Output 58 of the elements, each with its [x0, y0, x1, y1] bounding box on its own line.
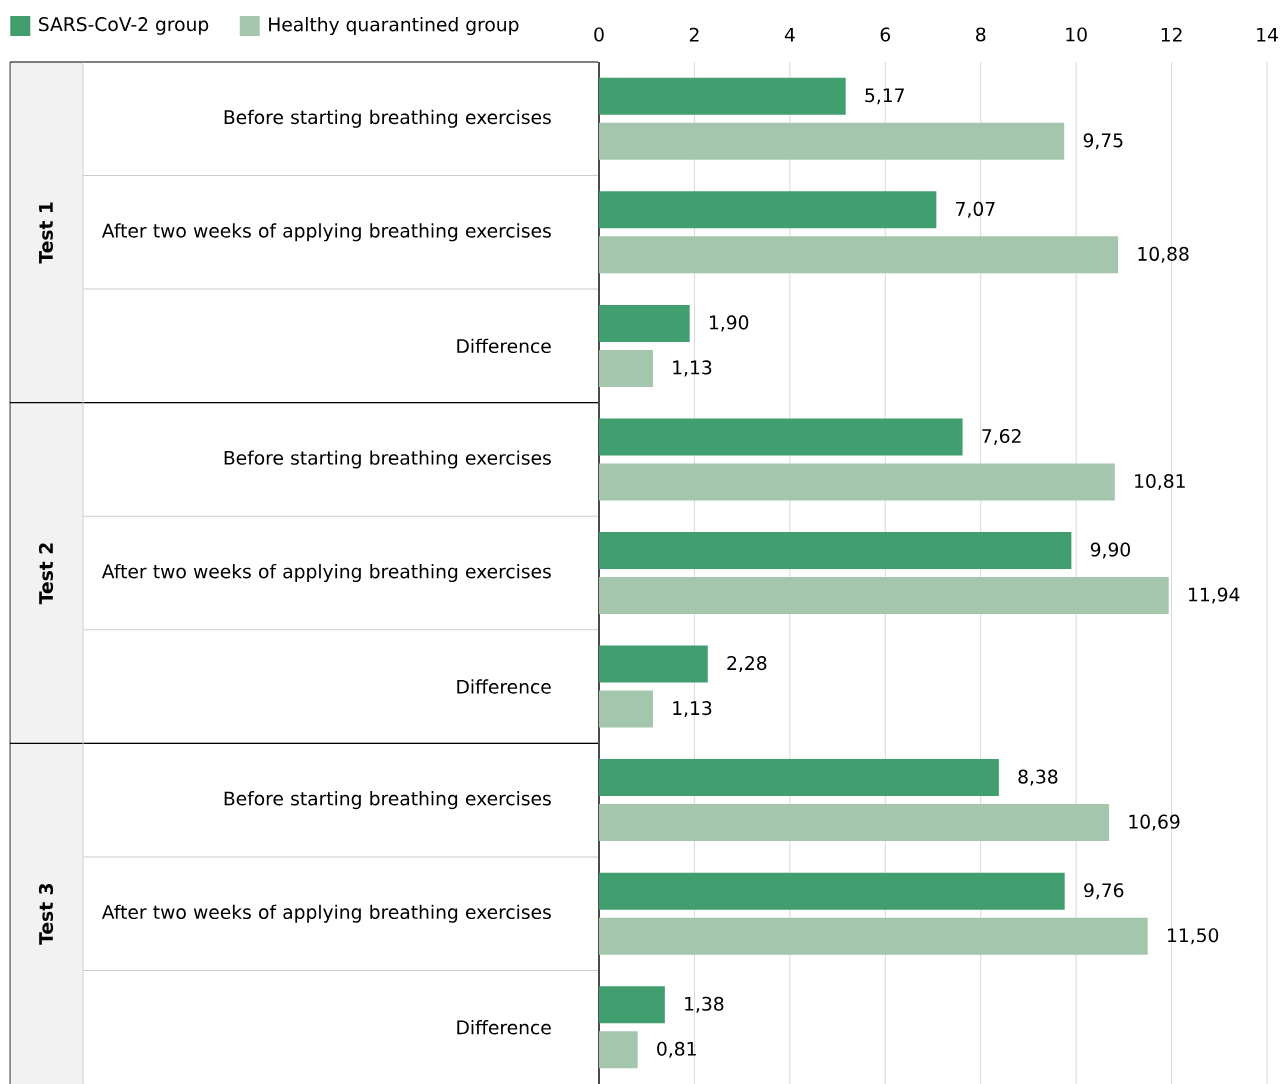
- bar: [599, 349, 653, 387]
- bar: [599, 872, 1065, 910]
- bar: [599, 191, 937, 229]
- x-tick-label: 10: [1066, 27, 1087, 42]
- bar: [599, 77, 846, 115]
- bar: [599, 418, 963, 456]
- y-tick-label: After two weeks of applying breathing exercises: [101, 904, 551, 923]
- y-tick-label: Difference: [457, 1020, 551, 1035]
- data-label: 7,62: [982, 428, 1021, 445]
- bar: [599, 690, 653, 728]
- x-tick-label: 12: [1161, 27, 1182, 42]
- data-label: 1,13: [673, 360, 712, 377]
- bar: [599, 304, 690, 342]
- data-label: 0,81: [657, 1041, 696, 1058]
- legend-label: Healthy quarantined group: [269, 16, 519, 36]
- data-label: 10,81: [1135, 473, 1185, 490]
- x-tick-label: 4: [784, 27, 795, 42]
- data-label: 5,17: [865, 88, 904, 105]
- data-label: 2,28: [727, 656, 767, 673]
- bar: [599, 122, 1065, 160]
- bar: [599, 236, 1119, 274]
- y-tick-label: Before starting breathing exercises: [224, 109, 551, 128]
- text: Test 2: [38, 543, 54, 605]
- data-label: 1,38: [685, 996, 724, 1013]
- data-label: 1,90: [709, 315, 749, 332]
- bar: [599, 917, 1148, 955]
- y-tick-label: Difference: [457, 679, 551, 694]
- data-label: 11,94: [1189, 587, 1240, 604]
- x-tick-label: 0: [594, 27, 604, 42]
- bar: [599, 576, 1169, 614]
- bar: [599, 804, 1110, 842]
- data-label: 1,13: [673, 701, 712, 718]
- bar: [599, 531, 1072, 569]
- data-label: 7,07: [956, 201, 995, 218]
- bar: [599, 1031, 638, 1069]
- data-label: 8,38: [1018, 769, 1058, 786]
- x-tick-label: 8: [976, 27, 986, 42]
- y-tick-label: After two weeks of applying breathing exercises: [101, 223, 551, 242]
- x-tick-label: 14: [1257, 27, 1278, 42]
- data-label: 9,90: [1090, 542, 1130, 559]
- bar: [599, 986, 665, 1024]
- y-tick-label: Difference: [457, 338, 551, 354]
- y-tick-label: Before starting breathing exercises: [224, 450, 551, 469]
- x-tick-label: 6: [880, 27, 891, 42]
- legend-label: SARS-CoV-2 group: [39, 17, 209, 35]
- data-label: 10,88: [1138, 246, 1189, 263]
- y-tick-label: Before starting breathing exercises: [224, 791, 551, 810]
- data-label: 9,75: [1083, 133, 1123, 150]
- bar: [599, 759, 999, 797]
- bar: [599, 463, 1115, 501]
- text: Test 3: [38, 883, 54, 945]
- data-label: 9,76: [1084, 883, 1124, 900]
- y-tick-label: After two weeks of applying breathing exercises: [101, 563, 551, 583]
- bar: [599, 645, 708, 683]
- x-tick-label: 2: [689, 27, 699, 42]
- data-label: 11,50: [1168, 928, 1219, 945]
- data-label: 10,69: [1129, 814, 1180, 831]
- text: Test 1: [39, 202, 53, 264]
